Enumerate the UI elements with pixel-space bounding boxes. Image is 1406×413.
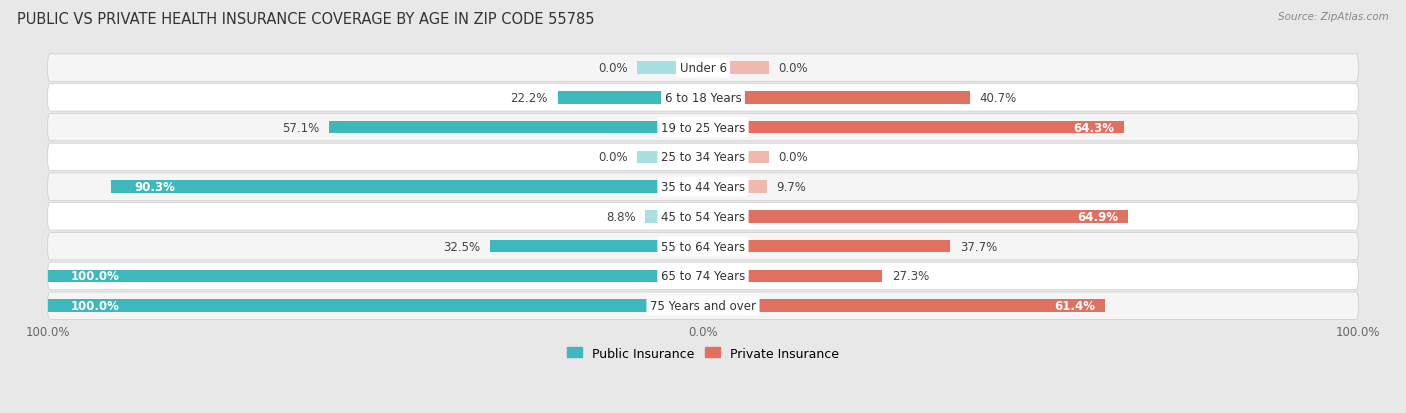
- Legend: Public Insurance, Private Insurance: Public Insurance, Private Insurance: [562, 342, 844, 365]
- Bar: [637, 62, 703, 75]
- FancyBboxPatch shape: [48, 114, 1358, 142]
- FancyBboxPatch shape: [48, 233, 1358, 260]
- Text: 19 to 25 Years: 19 to 25 Years: [661, 121, 745, 134]
- FancyBboxPatch shape: [48, 292, 1358, 320]
- Bar: [329, 121, 703, 134]
- Bar: [111, 181, 703, 193]
- Bar: [703, 300, 1105, 312]
- Bar: [48, 270, 703, 282]
- Text: 25 to 34 Years: 25 to 34 Years: [661, 151, 745, 164]
- FancyBboxPatch shape: [48, 203, 1358, 230]
- Text: 22.2%: 22.2%: [510, 92, 548, 104]
- Text: 61.4%: 61.4%: [1054, 299, 1095, 312]
- Bar: [703, 121, 1125, 134]
- Bar: [703, 181, 766, 193]
- Text: 0.0%: 0.0%: [598, 62, 627, 75]
- Text: 6 to 18 Years: 6 to 18 Years: [665, 92, 741, 104]
- Bar: [703, 211, 1128, 223]
- Bar: [491, 240, 703, 253]
- Text: 32.5%: 32.5%: [443, 240, 481, 253]
- Text: 100.0%: 100.0%: [70, 299, 120, 312]
- FancyBboxPatch shape: [48, 263, 1358, 290]
- FancyBboxPatch shape: [48, 55, 1358, 82]
- Text: 100.0%: 100.0%: [70, 270, 120, 283]
- Bar: [637, 151, 703, 164]
- Text: Under 6: Under 6: [679, 62, 727, 75]
- Text: 35 to 44 Years: 35 to 44 Years: [661, 181, 745, 194]
- Bar: [645, 211, 703, 223]
- Text: 0.0%: 0.0%: [598, 151, 627, 164]
- Text: Source: ZipAtlas.com: Source: ZipAtlas.com: [1278, 12, 1389, 22]
- Bar: [703, 240, 950, 253]
- Text: 65 to 74 Years: 65 to 74 Years: [661, 270, 745, 283]
- Text: 0.0%: 0.0%: [779, 62, 808, 75]
- Text: 64.9%: 64.9%: [1077, 210, 1118, 223]
- Text: 9.7%: 9.7%: [776, 181, 806, 194]
- FancyBboxPatch shape: [48, 85, 1358, 112]
- Text: 40.7%: 40.7%: [980, 92, 1017, 104]
- Text: 27.3%: 27.3%: [891, 270, 929, 283]
- Text: PUBLIC VS PRIVATE HEALTH INSURANCE COVERAGE BY AGE IN ZIP CODE 55785: PUBLIC VS PRIVATE HEALTH INSURANCE COVER…: [17, 12, 595, 27]
- Text: 37.7%: 37.7%: [960, 240, 997, 253]
- Bar: [558, 92, 703, 104]
- Bar: [703, 151, 769, 164]
- Text: 64.3%: 64.3%: [1074, 121, 1115, 134]
- Text: 57.1%: 57.1%: [281, 121, 319, 134]
- Bar: [703, 62, 769, 75]
- Text: 8.8%: 8.8%: [606, 210, 636, 223]
- Bar: [703, 270, 882, 282]
- Text: 55 to 64 Years: 55 to 64 Years: [661, 240, 745, 253]
- Bar: [703, 92, 970, 104]
- Bar: [48, 300, 703, 312]
- Text: 0.0%: 0.0%: [779, 151, 808, 164]
- Text: 75 Years and over: 75 Years and over: [650, 299, 756, 312]
- FancyBboxPatch shape: [48, 144, 1358, 171]
- FancyBboxPatch shape: [48, 173, 1358, 201]
- Text: 45 to 54 Years: 45 to 54 Years: [661, 210, 745, 223]
- Text: 90.3%: 90.3%: [134, 181, 176, 194]
